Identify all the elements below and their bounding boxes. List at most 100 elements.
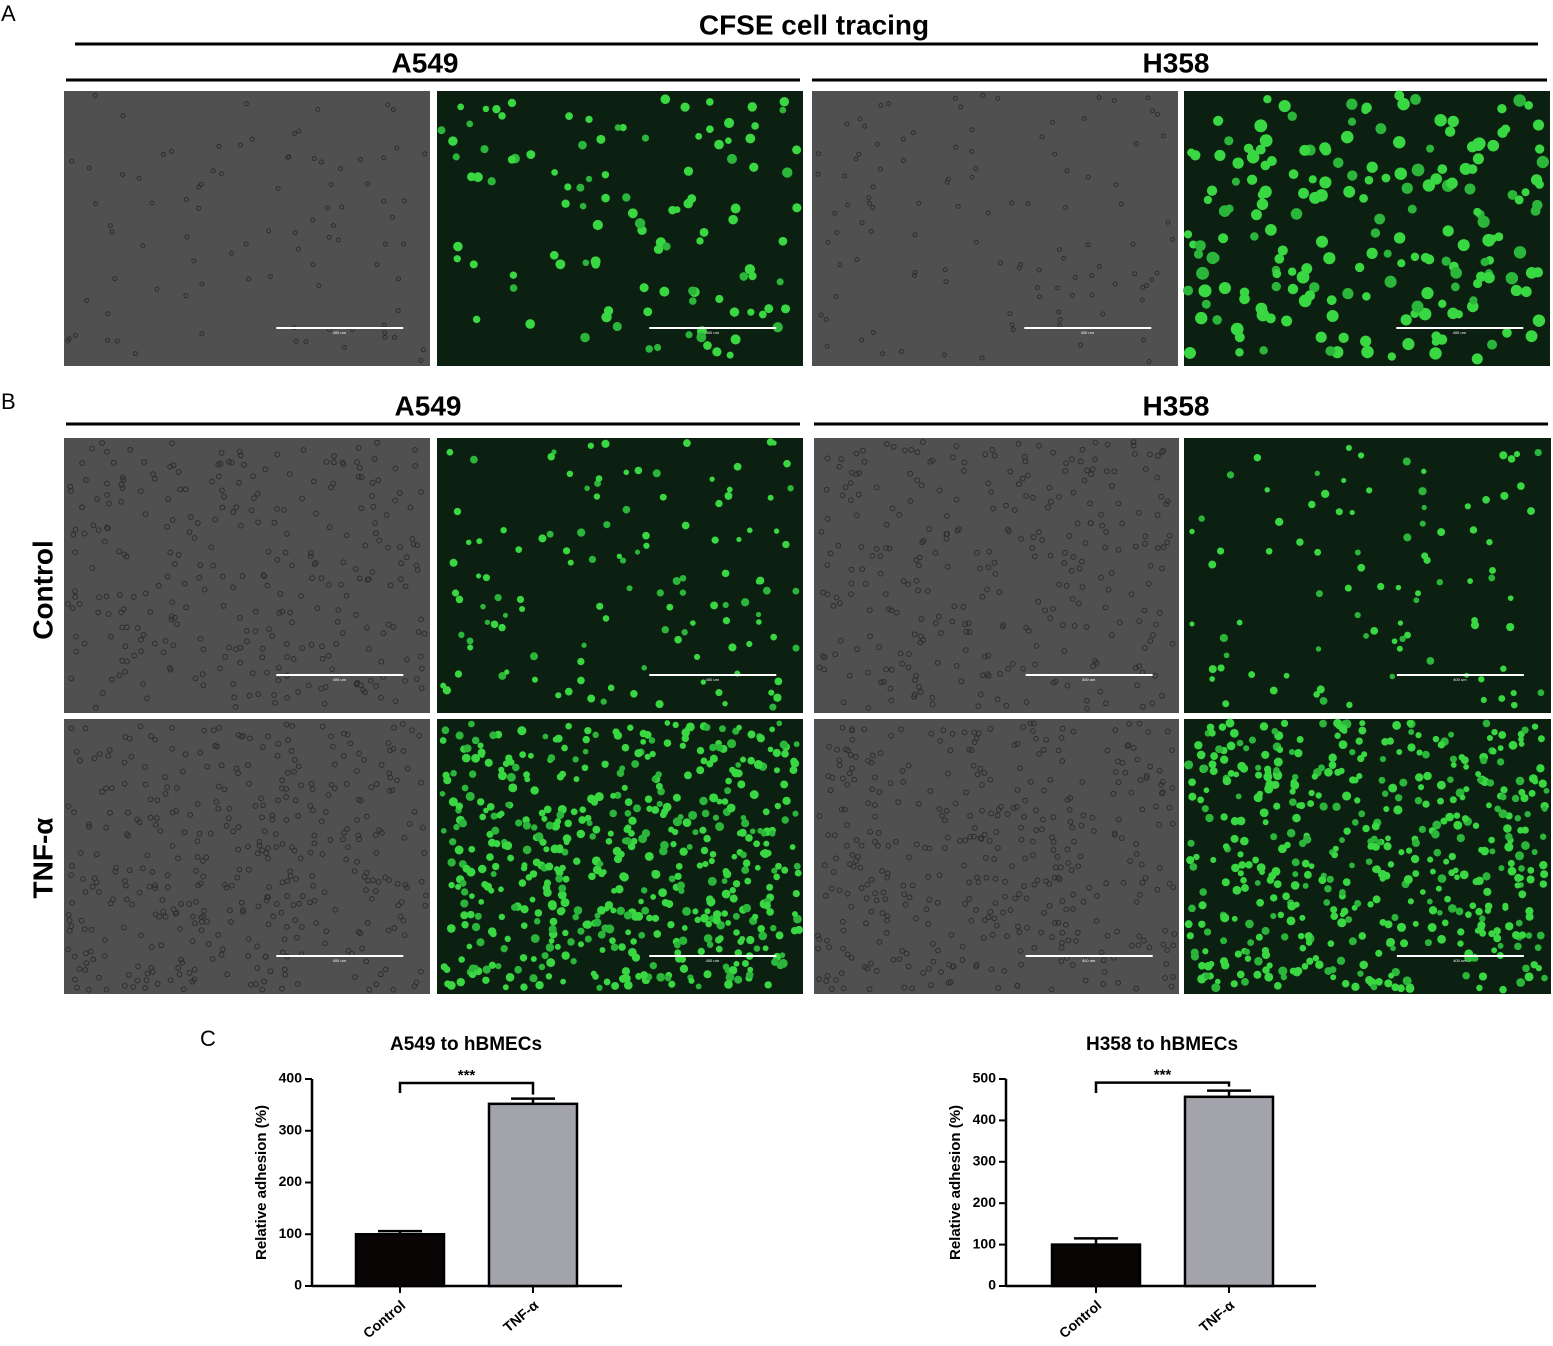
cell: [200, 873, 207, 880]
cell: [546, 530, 554, 538]
cell: [792, 145, 802, 155]
cell: [994, 812, 1001, 819]
cell: [1480, 757, 1488, 765]
cell: [325, 652, 332, 659]
cell: [1130, 439, 1137, 446]
cell: [66, 917, 73, 924]
cell: [1499, 451, 1508, 460]
cell: [1154, 886, 1161, 893]
cell: [1003, 502, 1009, 509]
cell: [1441, 919, 1449, 927]
cell: [682, 818, 692, 828]
cell: [1050, 119, 1056, 125]
cell: [655, 771, 662, 778]
cell: [1225, 204, 1234, 213]
cell: [1437, 797, 1444, 805]
cell: [1292, 813, 1301, 823]
cell: [337, 166, 343, 172]
cell: [354, 858, 361, 865]
cell: [523, 771, 530, 779]
cell: [715, 294, 724, 304]
cell: [603, 978, 611, 986]
cell: [607, 830, 614, 837]
cell: [298, 924, 305, 930]
cell: [558, 907, 566, 915]
cell: [1119, 520, 1126, 527]
cell: [244, 843, 251, 850]
cell: [573, 906, 583, 915]
cell: [321, 940, 328, 947]
scale-label: 400 um: [706, 677, 720, 682]
cell: [729, 894, 738, 903]
cell: [776, 961, 785, 970]
cell: [992, 900, 999, 907]
group-label: H358: [1143, 47, 1210, 78]
cell: [1059, 622, 1066, 628]
cell: [419, 665, 425, 672]
cell: [834, 746, 841, 753]
cell: [1072, 274, 1078, 280]
cell: [868, 228, 874, 234]
cell: [216, 144, 222, 150]
cell: [235, 732, 242, 738]
cell: [1301, 963, 1309, 970]
cell: [312, 559, 319, 566]
cell: [264, 855, 271, 862]
cell: [963, 789, 969, 796]
cell: [1243, 948, 1251, 956]
cell: [823, 978, 830, 984]
cell: [680, 102, 690, 112]
cell: [124, 896, 130, 903]
cell: [1535, 964, 1542, 972]
cell: [1218, 281, 1231, 295]
cell: [875, 842, 881, 849]
cell: [596, 984, 603, 991]
cell: [1100, 981, 1107, 987]
cell: [741, 866, 750, 874]
cell: [962, 647, 969, 653]
cell: [247, 735, 253, 742]
cell: [1482, 495, 1490, 504]
cell: [951, 603, 958, 610]
cell: [847, 751, 854, 758]
cell: [681, 521, 690, 530]
cell: [793, 862, 801, 870]
cell: [638, 898, 644, 905]
cell: [849, 736, 856, 743]
cell: [1223, 652, 1230, 659]
cell: [1259, 808, 1269, 818]
cell: [1486, 779, 1495, 787]
cell: [1435, 885, 1442, 892]
cell: [1164, 728, 1171, 735]
cell: [497, 771, 507, 781]
cell: [447, 858, 456, 867]
cell: [284, 893, 291, 900]
cell: [1394, 90, 1405, 101]
cell: [1261, 946, 1270, 955]
cell: [525, 319, 536, 329]
cell: [180, 986, 187, 993]
cell: [262, 953, 269, 960]
cell: [69, 158, 75, 164]
cell: [1259, 185, 1272, 199]
cell: [1069, 962, 1076, 968]
cell: [1208, 729, 1216, 737]
cell: [104, 524, 110, 531]
cell: [613, 854, 623, 864]
cell: [683, 439, 691, 447]
cell: [1087, 500, 1093, 507]
cell: [686, 843, 693, 850]
cell: [532, 858, 541, 867]
cell: [973, 166, 979, 172]
cell: [167, 666, 174, 673]
cell: [679, 575, 687, 582]
cell: [981, 653, 988, 660]
cell: [853, 471, 860, 478]
cell: [293, 338, 299, 344]
cell: [1337, 918, 1347, 928]
cell: [588, 872, 596, 881]
cell: [208, 544, 215, 551]
cell: [254, 943, 261, 950]
cell: [369, 479, 376, 486]
cell: [471, 922, 481, 932]
